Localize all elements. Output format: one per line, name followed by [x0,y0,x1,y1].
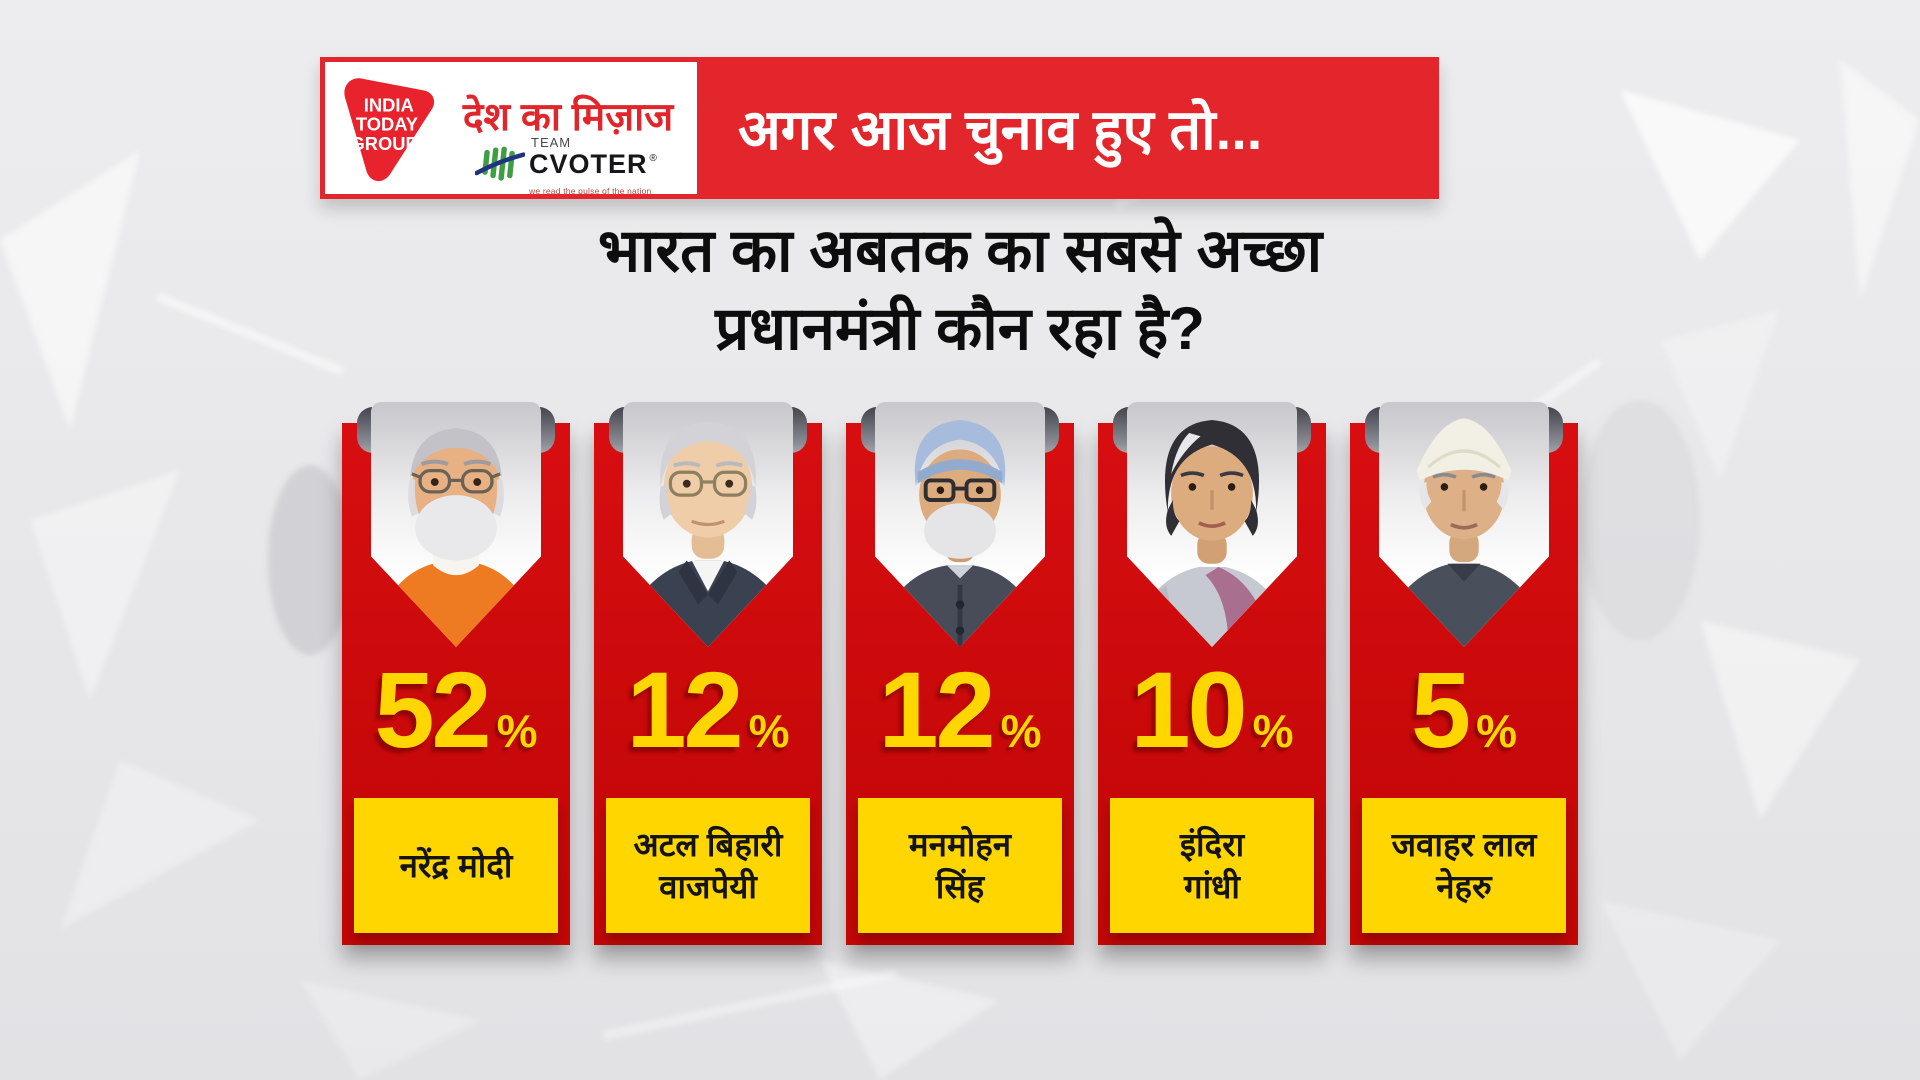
cvoter-team-label: TEAM [531,135,572,150]
poll-question: भारत का अबतक का सबसे अच्छा प्रधानमंत्री … [0,212,1920,368]
percent-sign: % [1000,705,1042,757]
logo-line-2: TODAY [356,114,418,135]
percent-sign: % [1252,705,1294,757]
cvoter-swoosh [475,152,525,176]
result-card-manmohan-singh: 12 % मनमोहन सिंह [846,402,1074,945]
registered-mark: ® [649,153,658,164]
banner-headline: अगर आज चुनाव हुए तो... [738,98,1263,161]
poll-question-line-2: प्रधानमंत्री कौन रहा है? [715,295,1205,362]
cvoter-name-label: CVOTER ® [529,150,658,185]
percentage: 12 % [594,656,822,764]
poll-question-line-1: भारत का अबतक का सबसे अच्छा [597,217,1323,284]
percentage: 52 % [342,656,570,764]
candidate-name-line: नेहरु [1436,867,1492,905]
percentage: 10 % [1098,656,1326,764]
candidate-name-line: नरेंद्र मोदी [399,846,513,884]
india-today-group-logo: INDIA TODAY GROUP [344,78,435,182]
candidate-name-line: अटल बिहारी [633,825,783,863]
percentage: 12 % [846,656,1074,764]
top-banner: INDIA TODAY GROUP देश का मिज़ाज [320,57,1439,199]
percentage-value: 12 [878,649,995,770]
percentage-value: 12 [626,649,743,770]
result-card-atal-bihari-vajpayee: 12 % अटल बिहारी वाजपेयी [594,402,822,945]
brand-panel: INDIA TODAY GROUP देश का मिज़ाज [325,62,697,196]
result-card-narendra-modi: 52 % नरेंद्र मोदी [342,402,570,945]
candidate-name-line: जवाहर लाल [1391,825,1537,863]
percent-sign: % [1476,705,1517,757]
candidate-name-line: सिंह [935,867,985,905]
candidate-name-box: इंदिरा गांधी [1110,798,1314,933]
candidate-name-box: नरेंद्र मोदी [354,798,558,933]
percent-sign: % [496,705,538,757]
percentage: 5 % [1350,656,1578,764]
cvoter-bars-icon [475,146,525,181]
percent-sign: % [748,705,790,757]
percentage-value: 10 [1130,649,1247,770]
candidate-name-box: जवाहर लाल नेहरु [1362,798,1566,933]
cvoter-logo: TEAM CVOTER ® we read the pulse of the na… [475,136,690,196]
logo-line-1: INDIA [364,95,414,116]
percentage-value: 5 [1411,649,1471,770]
results-row: 52 % नरेंद्र मोदी [342,402,1578,945]
cvoter-wordmark: TEAM CVOTER ® we read the pulse of the na… [529,135,658,197]
candidate-name-line: इंदिरा [1179,825,1245,863]
percentage-value: 52 [374,649,491,770]
result-card-jawaharlal-nehru: 5 % जवाहर लाल नेहरु [1350,402,1578,945]
candidate-name-box: अटल बिहारी वाजपेयी [606,798,810,933]
logo-triangle-shape [344,78,435,182]
show-title: देश का मिज़ाज [462,96,674,139]
candidate-name-line: गांधी [1184,867,1240,905]
candidate-name-box: मनमोहन सिंह [858,798,1062,933]
candidate-name-line: वाजपेयी [659,867,757,905]
candidate-name-line: मनमोहन [908,825,1012,863]
result-card-indira-gandhi: 10 % इंदिरा गांधी [1098,402,1326,945]
cvoter-name-text: CVOTER [529,149,648,179]
cvoter-tagline: we read the pulse of the nation [529,186,652,196]
logo-line-3: GROUP [351,133,418,154]
